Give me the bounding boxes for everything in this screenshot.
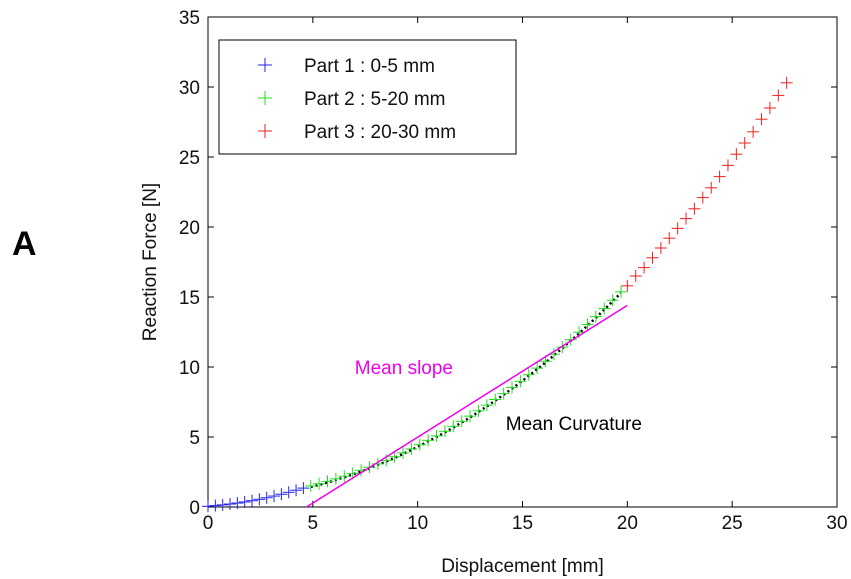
data-point-series-3 bbox=[621, 279, 634, 292]
data-point-series-1 bbox=[202, 500, 214, 513]
data-point-series-1 bbox=[209, 499, 222, 512]
y-tick-label: 30 bbox=[179, 78, 200, 99]
y-tick-label: 20 bbox=[179, 218, 200, 239]
data-point-series-2 bbox=[338, 470, 351, 483]
data-point-series-2 bbox=[413, 438, 426, 451]
y-tick-label: 5 bbox=[189, 428, 200, 449]
annotation-label: Mean Curvature bbox=[506, 414, 642, 435]
data-point-series-2 bbox=[304, 480, 317, 492]
data-point-series-2 bbox=[480, 399, 493, 412]
data-point-series-2 bbox=[321, 475, 334, 488]
data-point-series-3 bbox=[696, 191, 709, 204]
data-point-series-2 bbox=[455, 415, 468, 428]
data-point-series-2 bbox=[589, 310, 602, 323]
data-point-series-1 bbox=[260, 491, 273, 504]
data-point-series-1 bbox=[253, 493, 266, 506]
data-point-series-1 bbox=[216, 498, 229, 511]
data-point-series-3 bbox=[629, 270, 642, 282]
x-tick-label: 5 bbox=[308, 513, 319, 534]
data-point-series-2 bbox=[388, 450, 401, 463]
mean-curvature-line bbox=[310, 292, 622, 489]
x-tick-label: 15 bbox=[512, 513, 533, 534]
data-point-series-3 bbox=[772, 89, 785, 102]
data-point-series-2 bbox=[506, 381, 519, 394]
data-point-series-1 bbox=[282, 486, 295, 499]
data-point-series-1 bbox=[275, 488, 288, 501]
data-point-series-3 bbox=[755, 113, 768, 126]
data-point-series-1 bbox=[246, 494, 259, 507]
data-point-series-2 bbox=[405, 442, 418, 455]
data-point-series-1 bbox=[224, 498, 237, 511]
data-point-series-2 bbox=[396, 446, 409, 459]
data-point-series-2 bbox=[489, 393, 502, 406]
legend-marker bbox=[258, 58, 272, 72]
data-point-series-2 bbox=[422, 434, 435, 447]
data-point-series-3 bbox=[680, 212, 693, 225]
data-point-series-2 bbox=[615, 285, 628, 298]
data-point-series-3 bbox=[730, 148, 743, 161]
data-point-series-3 bbox=[688, 202, 701, 215]
y-axis-label: Reaction Force [N] bbox=[140, 183, 161, 341]
data-point-series-3 bbox=[705, 181, 718, 194]
data-point-series-3 bbox=[713, 170, 726, 183]
data-point-series-3 bbox=[663, 232, 676, 245]
annotation-label: Mean slope bbox=[355, 358, 453, 379]
data-point-series-3 bbox=[646, 251, 659, 264]
data-point-series-3 bbox=[638, 261, 651, 274]
y-tick-label: 15 bbox=[179, 288, 200, 309]
data-point-series-2 bbox=[598, 302, 611, 315]
x-tick-label: 0 bbox=[203, 513, 214, 534]
legend-marker bbox=[258, 124, 272, 138]
legend-label: Part 1 : 0-5 mm bbox=[304, 56, 435, 77]
y-tick-label: 35 bbox=[179, 8, 200, 29]
x-tick-label: 25 bbox=[722, 513, 743, 534]
x-tick-label: 10 bbox=[407, 513, 428, 534]
data-point-series-2 bbox=[472, 404, 485, 417]
data-point-series-2 bbox=[514, 375, 527, 388]
legend-label: Part 2 : 5-20 mm bbox=[304, 89, 446, 110]
y-tick-label: 25 bbox=[179, 148, 200, 169]
data-point-series-2 bbox=[430, 429, 443, 442]
data-point-series-2 bbox=[531, 362, 544, 375]
data-point-series-3 bbox=[763, 102, 776, 114]
data-point-series-1 bbox=[290, 484, 303, 497]
data-point-series-2 bbox=[497, 387, 510, 400]
data-point-series-1 bbox=[297, 482, 310, 495]
data-point-series-3 bbox=[738, 137, 751, 149]
data-point-series-1 bbox=[268, 490, 281, 503]
panel-letter: A bbox=[12, 225, 37, 263]
data-point-series-2 bbox=[522, 368, 535, 381]
x-tick-label: 30 bbox=[826, 513, 847, 534]
data-point-series-2 bbox=[564, 333, 577, 346]
legend-label: Part 3 : 20-30 mm bbox=[304, 122, 456, 143]
data-point-series-2 bbox=[447, 420, 460, 433]
data-point-series-2 bbox=[464, 410, 477, 423]
data-point-series-3 bbox=[671, 222, 684, 235]
data-point-series-2 bbox=[313, 477, 326, 490]
data-point-series-3 bbox=[747, 125, 760, 138]
data-point-series-1 bbox=[238, 495, 251, 508]
y-tick-label: 10 bbox=[179, 358, 200, 379]
data-point-series-2 bbox=[438, 425, 451, 438]
data-point-series-3 bbox=[780, 76, 793, 89]
legend-box bbox=[218, 39, 517, 155]
legend-marker bbox=[258, 91, 272, 105]
y-tick-label: 0 bbox=[189, 498, 200, 519]
data-point-series-2 bbox=[606, 294, 619, 307]
data-point-series-3 bbox=[654, 242, 667, 254]
data-point-series-1 bbox=[231, 497, 244, 510]
data-point-series-2 bbox=[329, 472, 342, 485]
data-point-series-2 bbox=[581, 318, 594, 331]
x-tick-label: 20 bbox=[617, 513, 638, 534]
data-point-series-3 bbox=[721, 159, 734, 172]
x-axis-label: Displacement [mm] bbox=[441, 556, 604, 577]
mean-slope-line bbox=[306, 304, 628, 508]
